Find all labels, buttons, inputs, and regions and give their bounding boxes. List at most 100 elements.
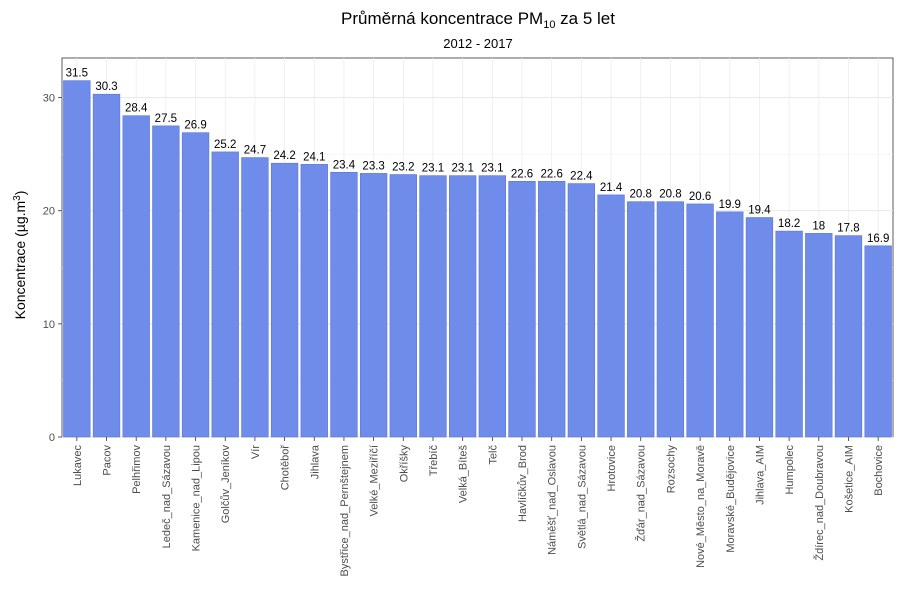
bar — [389, 174, 417, 438]
bar — [63, 80, 91, 438]
x-tick-label: Nové_Město_na_Moravě — [695, 445, 707, 568]
x-tick-label: Velké_Meziříčí — [369, 445, 381, 517]
data-label: 23.3 — [362, 160, 384, 172]
x-tick-label: Humpolec — [784, 445, 796, 495]
x-tick-label: Lukavec — [72, 445, 84, 486]
x-tick-label: Světlá_nad_Sázavou — [576, 445, 588, 549]
bar — [745, 217, 774, 438]
bar — [419, 175, 447, 438]
y-tick-label: 10 — [43, 319, 55, 331]
y-tick-label: 20 — [43, 206, 55, 218]
data-label: 28.4 — [125, 103, 148, 115]
data-label: 19.9 — [719, 199, 741, 211]
data-label: 20.8 — [630, 189, 652, 201]
data-label: 21.4 — [600, 182, 623, 194]
data-label: 26.9 — [184, 120, 206, 132]
data-label: 18.2 — [778, 218, 800, 230]
x-tick-label: Telč — [487, 445, 499, 465]
data-label: 23.2 — [392, 162, 414, 174]
data-labels: 31.5 30.3 28.4 27.5 26.9 25.2 24.7 24.2 24.1 23.4… — [66, 68, 890, 245]
data-label: 23.4 — [333, 159, 356, 171]
data-label: 18 — [812, 220, 825, 232]
bar — [211, 151, 239, 438]
bar — [92, 93, 121, 438]
y-axis-label-superscript: 3 — [12, 195, 23, 201]
data-label: 23.1 — [451, 163, 473, 175]
x-tick-label: Hrotovice — [606, 445, 618, 491]
x-tick-label: Pacov — [102, 445, 114, 476]
x-tick-label: Vír — [250, 445, 262, 459]
chart-title-suffix: za 5 let — [555, 9, 615, 28]
chart-title-subscript: 10 — [543, 19, 555, 31]
x-axis: Lukavec Pacov Pelhřimov Ledeč_nad_Sázavou Ka… — [72, 437, 885, 576]
x-tick-label: Ždírec_nad_Doubravou — [813, 445, 826, 561]
bar — [330, 171, 358, 438]
x-tick-label: Žďár_nad_Sázavou — [635, 445, 648, 542]
x-tick-label: Bochovice — [873, 445, 885, 496]
bar — [656, 201, 685, 438]
bar — [449, 175, 477, 438]
y-tick-label: 30 — [43, 93, 55, 105]
chart-subtitle: 2012 - 2017 — [443, 36, 512, 51]
x-tick-label: Moravské_Budějovice — [725, 445, 737, 553]
bar — [478, 175, 506, 438]
bar — [716, 211, 744, 438]
data-label: 20.6 — [689, 191, 711, 203]
bar — [686, 203, 714, 438]
y-axis-label: Koncentrace (µg.m3) — [12, 191, 28, 320]
bars — [63, 80, 892, 438]
y-axis-label-suffix: ) — [12, 191, 28, 196]
bar — [538, 181, 566, 438]
x-tick-label: Havlíčkův_Brod — [517, 445, 529, 522]
x-tick-label: Košetice_AIM — [843, 445, 855, 513]
x-tick-label: Ledeč_nad_Sázavou — [161, 445, 173, 548]
data-label: 22.6 — [511, 168, 533, 180]
x-tick-label: Kamenice_nad_Lipou — [191, 445, 203, 551]
bar — [627, 201, 655, 438]
bar — [864, 245, 892, 438]
bar — [241, 157, 269, 438]
data-label: 19.4 — [748, 205, 771, 217]
bar — [567, 183, 596, 438]
data-label: 22.6 — [541, 168, 563, 180]
x-tick-label: Jihlava_AIM — [754, 445, 766, 505]
x-tick-label: Okříšky — [398, 445, 410, 483]
bar — [805, 233, 833, 438]
x-tick-label: Bystřice_nad_Pernštejnem — [339, 445, 351, 576]
bar — [300, 164, 328, 438]
bar — [359, 173, 388, 438]
bar — [775, 230, 803, 438]
bar — [181, 132, 210, 438]
chart-title: Průměrná koncentrace PM10 za 5 let — [341, 9, 615, 31]
data-label: 27.5 — [155, 113, 177, 125]
x-tick-label: Jihlava — [309, 444, 321, 479]
x-tick-label: Třebíč — [428, 445, 440, 477]
data-label: 23.1 — [481, 163, 503, 175]
data-label: 17.8 — [837, 223, 859, 235]
data-label: 24.7 — [244, 145, 266, 157]
data-label: 24.2 — [273, 150, 295, 162]
x-tick-label: Náměšť_nad_Oslavou — [547, 445, 559, 555]
data-label: 25.2 — [214, 139, 236, 151]
bar — [122, 115, 150, 438]
data-label: 31.5 — [66, 68, 88, 80]
data-label: 24.1 — [303, 151, 325, 163]
data-label: 16.9 — [867, 233, 889, 245]
data-label: 22.4 — [570, 171, 593, 183]
x-tick-label: Rozsochy — [665, 445, 677, 494]
bar — [597, 194, 625, 438]
data-label: 23.1 — [422, 163, 444, 175]
x-tick-label: Golčův_Jeníkov — [220, 445, 232, 524]
x-tick-label: Chotěboř — [280, 445, 292, 491]
bar — [270, 162, 299, 438]
bar — [508, 181, 536, 438]
x-tick-label: Pelhřimov — [131, 445, 143, 494]
bar — [834, 235, 863, 438]
x-tick-label: Velká_Bíteš — [458, 445, 470, 504]
data-label: 20.8 — [659, 189, 681, 201]
bar — [152, 125, 180, 438]
y-axis: 0 10 20 30 — [43, 93, 62, 444]
y-tick-label: 0 — [49, 432, 55, 444]
data-label: 30.3 — [95, 81, 117, 93]
